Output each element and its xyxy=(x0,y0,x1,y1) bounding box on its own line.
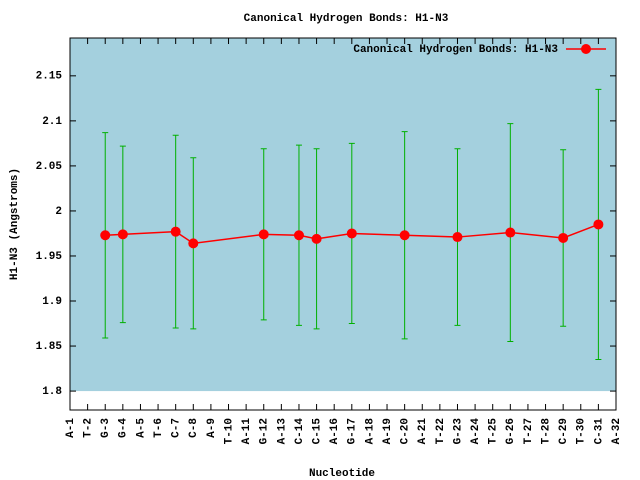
plot-background xyxy=(70,38,616,392)
data-point xyxy=(346,228,357,239)
x-tick-label: A-11 xyxy=(241,418,253,445)
x-tick-label: T-6 xyxy=(153,418,165,438)
data-point xyxy=(505,227,516,238)
data-point xyxy=(293,230,304,241)
data-point xyxy=(188,238,199,249)
x-tick-label: G-4 xyxy=(118,418,130,438)
x-tick-label: G-3 xyxy=(100,418,112,438)
x-tick-label: T-27 xyxy=(523,418,535,444)
x-tick-label: T-25 xyxy=(488,418,500,445)
x-tick-label: T-30 xyxy=(576,418,588,444)
x-tick-label: T-22 xyxy=(435,418,447,444)
x-tick-label: A-19 xyxy=(382,418,394,444)
x-tick-label: C-15 xyxy=(311,418,323,445)
data-point xyxy=(100,230,111,241)
legend-marker xyxy=(581,44,591,54)
x-tick-label: C-20 xyxy=(400,418,412,444)
x-tick-label: G-17 xyxy=(347,418,359,444)
x-tick-label: G-12 xyxy=(259,418,271,444)
x-tick-label: A-16 xyxy=(329,418,341,444)
x-tick-label: C-29 xyxy=(558,418,570,444)
data-point xyxy=(593,219,604,230)
data-point xyxy=(117,229,128,240)
plot-frame xyxy=(69,37,617,411)
x-tick-label: T-10 xyxy=(223,418,235,444)
y-tick-label: 1.8 xyxy=(42,386,62,398)
y-tick-label: 2.05 xyxy=(36,161,63,173)
legend-label: Canonical Hydrogen Bonds: H1-N3 xyxy=(353,44,558,56)
x-tick-label: A-24 xyxy=(470,418,482,445)
x-tick-label: A-9 xyxy=(206,418,218,438)
x-tick-label: C-14 xyxy=(294,418,306,445)
x-tick-label: A-13 xyxy=(276,418,288,445)
y-tick-label: 1.9 xyxy=(42,296,62,308)
x-tick-label: A-5 xyxy=(135,418,147,438)
y-tick-label: 2 xyxy=(55,206,62,218)
data-point xyxy=(452,232,463,243)
data-point xyxy=(399,230,410,241)
y-tick-label: 1.95 xyxy=(36,251,63,263)
y-tick-label: 2.1 xyxy=(42,116,62,128)
data-point xyxy=(311,233,322,244)
data-point xyxy=(258,229,269,240)
x-axis-label: Nucleotide xyxy=(309,468,375,480)
x-tick-label: A-32 xyxy=(611,418,623,444)
y-axis-label: H1-N3 (Angstroms) xyxy=(9,168,21,280)
x-tick-label: G-26 xyxy=(505,418,517,444)
data-point xyxy=(558,232,569,243)
x-tick-label: A-18 xyxy=(364,418,376,445)
data-point xyxy=(170,226,181,237)
x-tick-label: C-8 xyxy=(188,418,200,438)
y-tick-label: 1.85 xyxy=(36,341,63,353)
x-tick-label: A-1 xyxy=(65,418,77,438)
x-tick-label: A-21 xyxy=(417,418,429,445)
x-tick-label: T-28 xyxy=(540,418,552,445)
x-tick-label: T-2 xyxy=(83,418,95,438)
chart-title: Canonical Hydrogen Bonds: H1-N3 xyxy=(244,13,449,25)
x-tick-label: C-31 xyxy=(593,418,605,445)
y-tick-label: 2.15 xyxy=(36,71,63,83)
x-tick-label: G-23 xyxy=(452,418,464,445)
x-tick-label: C-7 xyxy=(171,418,183,438)
